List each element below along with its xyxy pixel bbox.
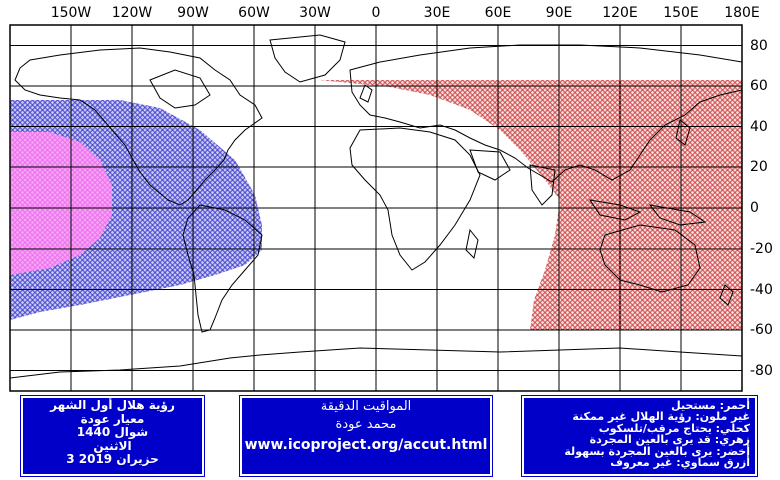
legend-item: زهري: قد يرى بالعين المجردة [589,433,750,447]
lat-label: 0 [750,200,759,216]
legend-item: غير ملون: رؤية الهلال غير ممكنة [572,410,750,424]
info-line: الاثنين [93,438,132,453]
lon-label: 150E [663,5,699,21]
lat-label: -80 [750,362,773,379]
zone-red-impossible [318,80,742,330]
lat-label: 40 [750,118,768,135]
crescent-info-box: رؤية هلال أول الشهر معيار عودة شوال 1440… [21,396,204,476]
credits-title: المواقيت الدقيقة [320,399,412,414]
lon-label: 180E [724,5,760,21]
info-line: 3 حزيران 2019 [66,452,159,466]
zone-magenta-naked-eye [10,132,112,275]
graticule [10,25,742,391]
map-frame [9,24,743,392]
lon-label: 120W [111,5,153,21]
credits-author: محمد عودة [335,417,397,432]
legend-item: أزرق سماوي: غير معروف [610,456,750,470]
info-line: معيار عودة [80,411,145,426]
coastlines [10,34,742,391]
lat-label: -20 [750,241,773,257]
credits-url-link[interactable]: www.icoproject.org/accut.html [244,437,488,453]
lat-label: 60 [750,78,768,94]
info-line: رؤية هلال أول الشهر [50,398,175,412]
info-line: شوال 1440 [76,425,149,439]
legend-item: كحلي: يحتاج مرقب/تلسكوب [598,421,750,435]
lat-label: 80 [750,37,768,54]
legend-item: أخضر: يرى بالعين المجردة بسهولة [564,444,750,458]
lon-label: 90W [177,5,209,21]
legend-item: أحمر: مستحيل [671,399,750,412]
lon-label: 120E [602,5,638,21]
lon-label: 0 [371,5,381,21]
lon-label: 60W [238,5,270,21]
lon-label: 30E [423,5,451,21]
lat-label: -60 [750,322,773,338]
lon-label: 150W [50,5,92,21]
lon-label: 30W [299,5,331,21]
lat-label: -40 [750,281,773,298]
lon-label: 60E [484,5,512,21]
lat-label: 20 [750,159,768,175]
credits-box: المواقيت الدقيقة محمد عودة www.icoprojec… [240,396,492,476]
legend-box: أحمر: مستحيل غير ملون: رؤية الهلال غير م… [522,396,757,476]
lon-label: 90E [545,5,573,21]
